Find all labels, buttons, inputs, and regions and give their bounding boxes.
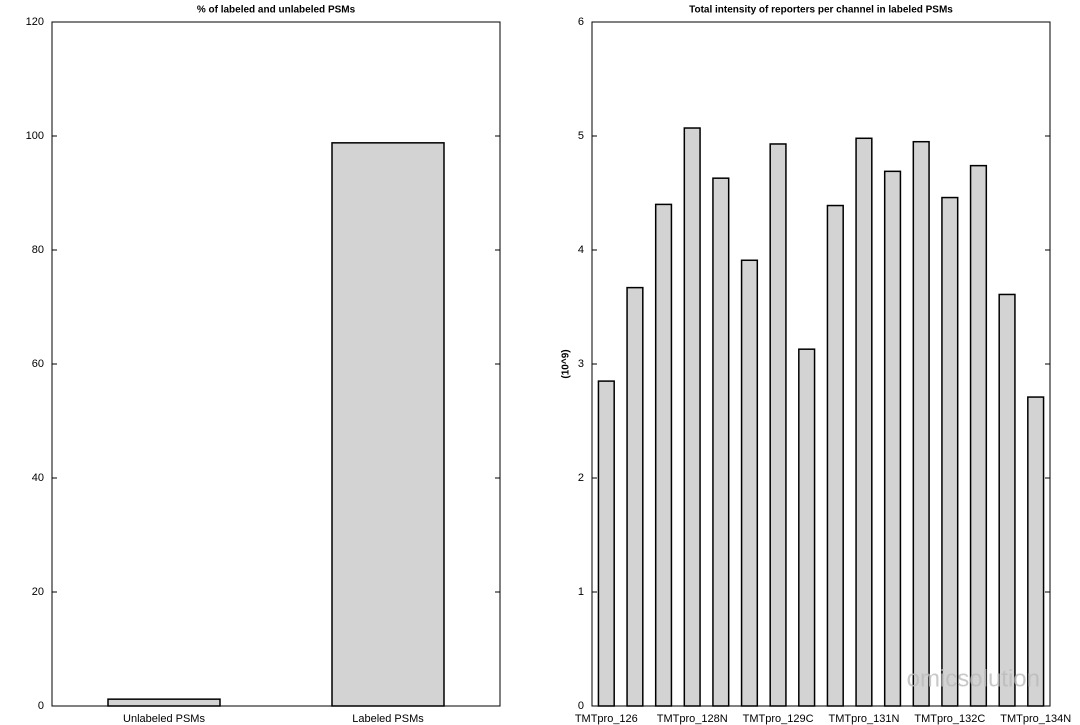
- x-tick-label: TMTpro_129C: [743, 713, 814, 725]
- bar: [969, 164, 988, 707]
- y-tick-label: 20: [32, 586, 44, 598]
- chart-title: % of labeled and unlabeled PSMs: [197, 5, 356, 16]
- y-tick-label: 0: [38, 700, 44, 712]
- bar: [597, 380, 615, 707]
- x-tick-label: Labeled PSMs: [352, 713, 424, 725]
- y-axis-label: (10^9): [561, 349, 572, 378]
- y-tick-label: 5: [578, 130, 584, 142]
- y-tick-label: 3: [578, 358, 584, 370]
- bar: [769, 143, 787, 707]
- bar: [998, 293, 1016, 707]
- bar: [331, 142, 445, 707]
- x-tick-label: Unlabeled PSMs: [123, 713, 205, 725]
- bar: [855, 137, 873, 707]
- y-tick-label: 6: [578, 16, 584, 28]
- x-tick-label: TMTpro_132C: [914, 713, 985, 725]
- y-tick-label: 0: [578, 700, 584, 712]
- y-tick-label: 4: [578, 244, 584, 256]
- chart-title: Total intensity of reporters per channel…: [689, 5, 953, 16]
- bar: [798, 348, 816, 707]
- y-tick-label: 1: [578, 586, 584, 598]
- bar: [912, 140, 930, 707]
- y-tick-label: 80: [32, 244, 44, 256]
- bar: [107, 698, 221, 707]
- y-tick-label: 40: [32, 472, 44, 484]
- x-tick-label: TMTpro_134N: [1000, 713, 1071, 725]
- x-tick-label: TMTpro_131N: [828, 713, 899, 725]
- y-tick-label: 2: [578, 472, 584, 484]
- bar: [683, 127, 701, 707]
- y-tick-label: 60: [32, 358, 44, 370]
- bar: [712, 177, 730, 707]
- y-tick-label: 120: [26, 16, 44, 28]
- bar: [826, 204, 844, 707]
- bar: [1027, 396, 1045, 707]
- bar: [626, 286, 644, 707]
- bar: [654, 203, 673, 707]
- x-tick-label: TMTpro_128N: [657, 713, 728, 725]
- bar: [883, 170, 902, 707]
- bar: [941, 196, 959, 707]
- bar: [740, 259, 759, 707]
- x-tick-label: TMTpro_126: [575, 713, 638, 725]
- y-tick-label: 100: [26, 130, 44, 142]
- watermark: omicsolution: [907, 665, 1040, 692]
